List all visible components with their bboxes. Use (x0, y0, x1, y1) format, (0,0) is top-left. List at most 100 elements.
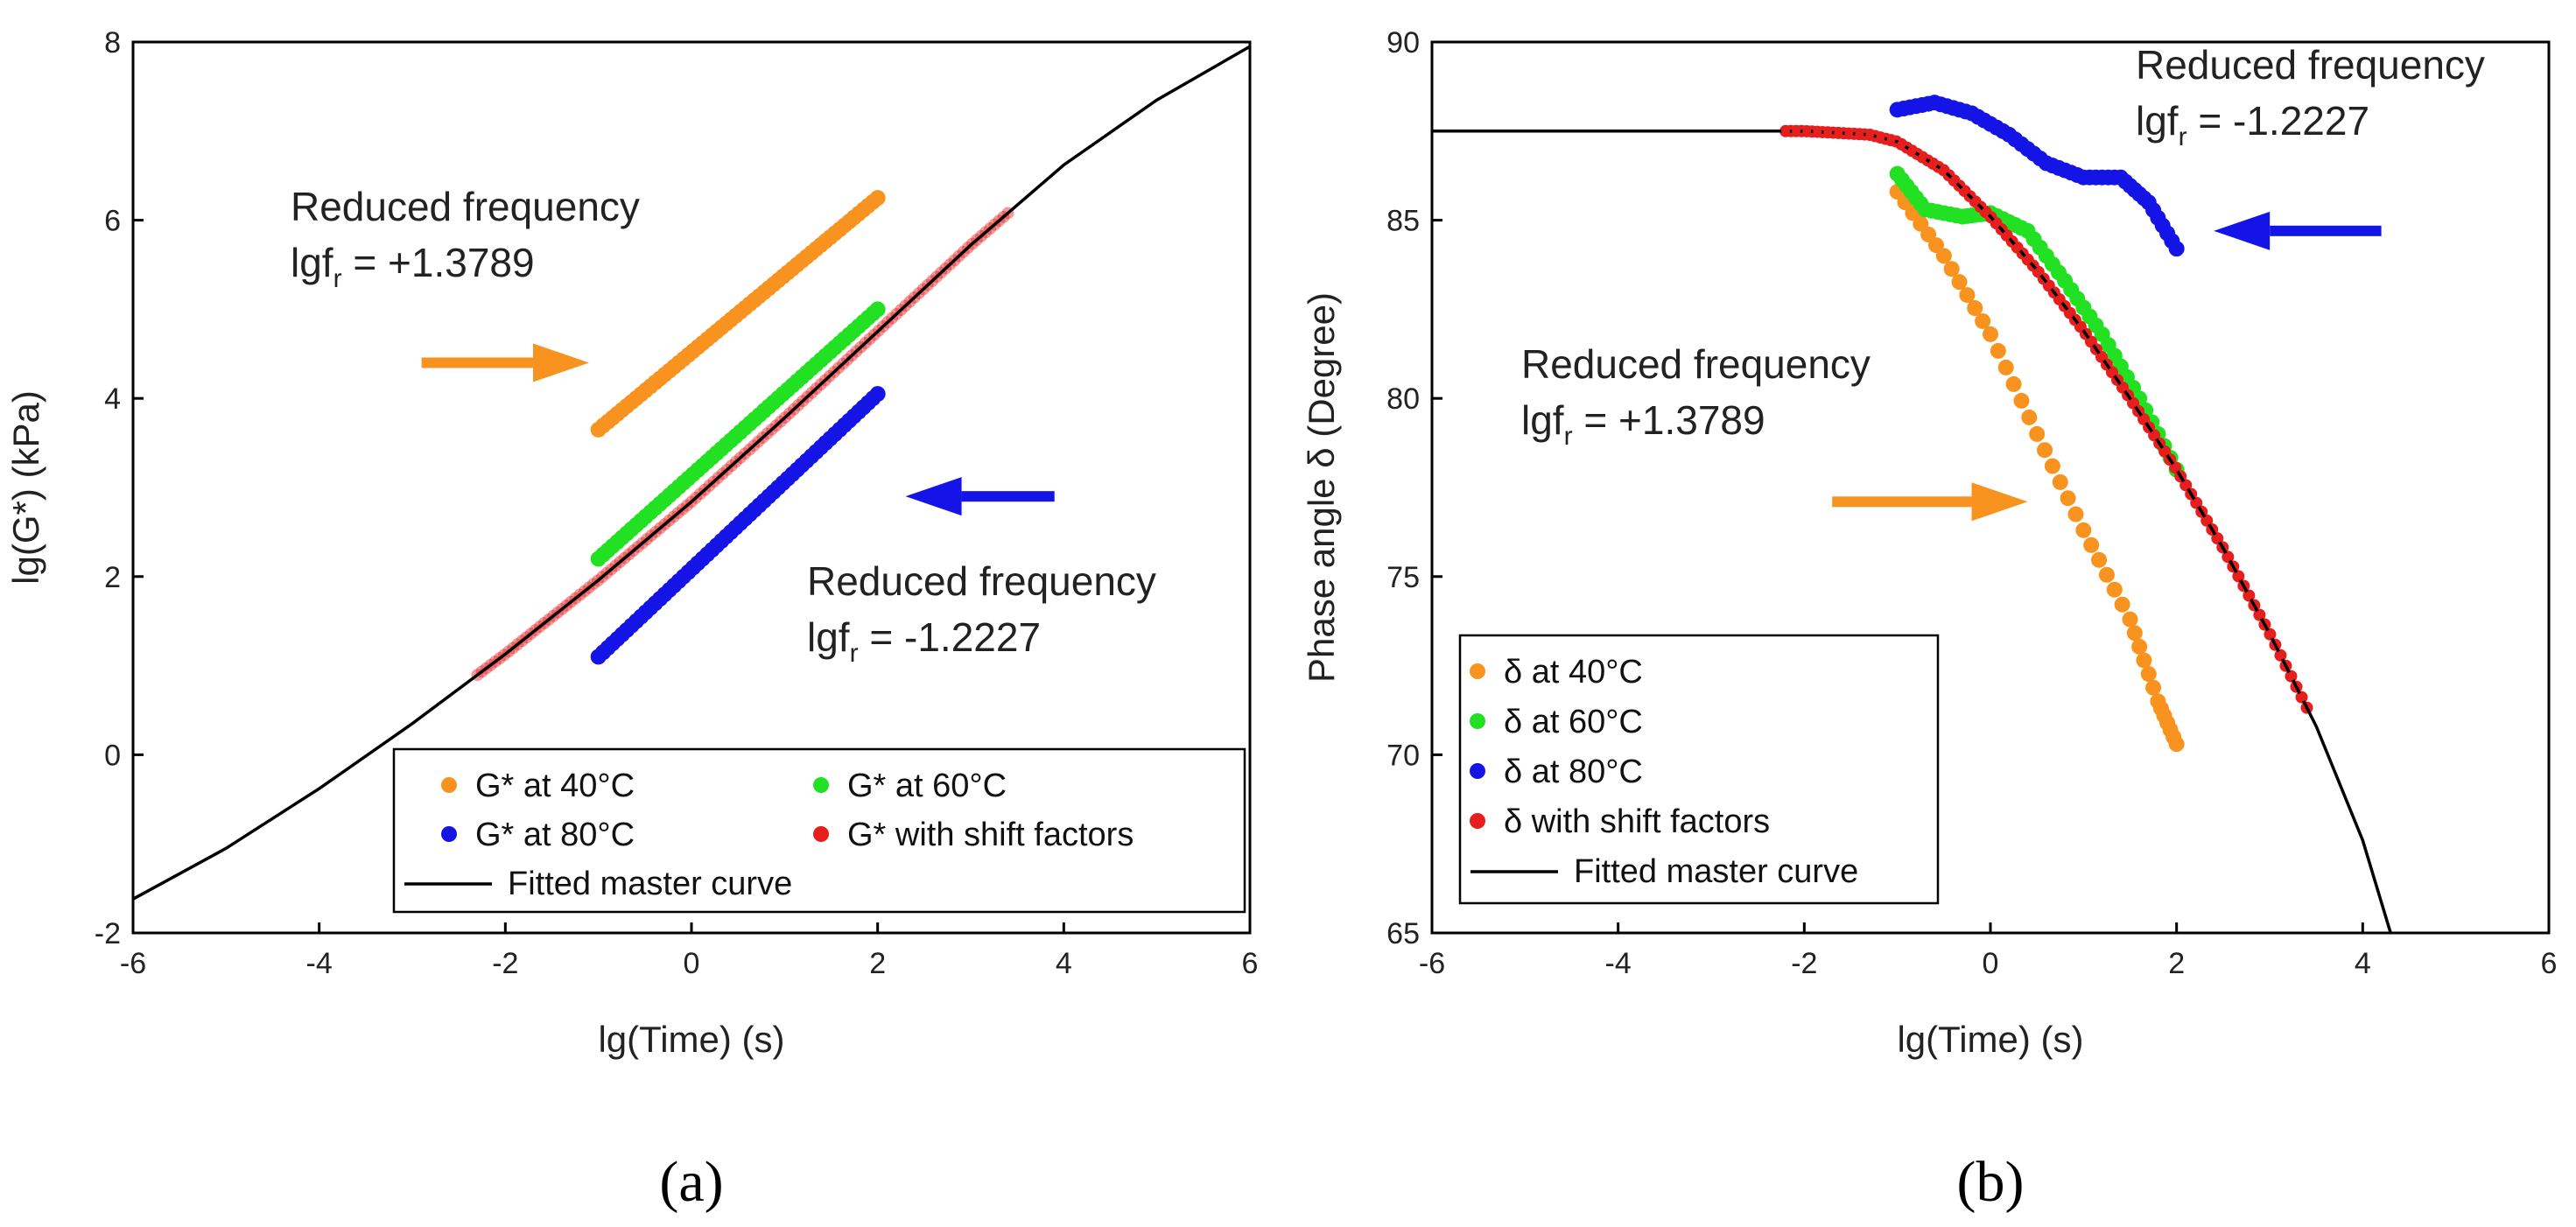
annotation-lgf: lgf (291, 240, 333, 285)
y-tick-label: 90 (1386, 26, 1420, 60)
x-tick-label: 6 (2541, 947, 2558, 980)
data-point (2145, 679, 2162, 696)
data-point (1844, 129, 1854, 138)
data-point (1990, 342, 2006, 359)
x-tick-label: -4 (1605, 947, 1632, 980)
series-red (471, 207, 1014, 682)
legend-label: G* with shift factors (847, 817, 1134, 853)
x-tick-label: 0 (684, 947, 700, 980)
data-point (2012, 242, 2022, 252)
data-point (1960, 186, 1969, 196)
data-point (1949, 176, 1959, 186)
plot-frame (131, 40, 1252, 935)
x-tick-label: -6 (120, 947, 146, 980)
series-orange (590, 190, 886, 438)
data-point (1865, 130, 1875, 140)
data-point (2202, 515, 2212, 525)
data-point (2067, 506, 2084, 522)
x-axis-title: lg(Time) (s) (598, 1019, 784, 1060)
data-point (2126, 625, 2143, 642)
data-point (1935, 248, 1952, 264)
arrow-blue (905, 477, 1055, 516)
data-point (1951, 274, 1968, 291)
series-red-overlay (1781, 126, 2306, 702)
y-tick-label: 6 (104, 205, 121, 238)
data-point (1823, 128, 1833, 137)
data-point (869, 190, 886, 207)
data-point (1983, 326, 1998, 342)
data-point (2171, 463, 2180, 473)
series-red (1779, 124, 2313, 714)
data-point (869, 301, 886, 318)
arrow-shaft (1832, 496, 1972, 508)
plot-frame (1430, 40, 2551, 935)
annotation-number: = +1.3789 (342, 240, 535, 285)
y-tick-label: -2 (95, 917, 121, 950)
data-point (1802, 126, 1812, 136)
data-point (2107, 368, 2116, 377)
legend-marker (813, 826, 829, 842)
legend-marker (441, 777, 457, 793)
data-point (2098, 566, 2115, 583)
data-point (2286, 671, 2296, 681)
series-blue (1889, 95, 2185, 257)
y-tick-label: 4 (104, 382, 121, 416)
data-point (2033, 267, 2043, 277)
data-point (2106, 581, 2123, 598)
series-green (590, 301, 886, 567)
annotation-lgf: lgf (1521, 397, 1564, 443)
legend-marker (813, 777, 829, 793)
legend-label: δ at 80°C (1504, 754, 1643, 790)
data-point (1975, 312, 1991, 329)
y-tick-label: 0 (104, 739, 121, 772)
legend-label: G* at 60°C (847, 768, 1007, 804)
annotation-lgf: lgf (2136, 98, 2179, 144)
y-tick-label: 2 (104, 561, 121, 594)
y-tick-label: 75 (1386, 561, 1420, 594)
data-point (2075, 322, 2085, 332)
x-tick-label: 0 (1983, 947, 1999, 980)
data-point (2044, 281, 2053, 291)
data-point (2091, 551, 2108, 568)
legend-marker (1470, 763, 1485, 779)
data-point (1928, 159, 1938, 169)
data-point (2168, 736, 2185, 753)
y-tick-label: 85 (1386, 205, 1420, 238)
legend-marker (441, 826, 457, 842)
y-tick-label: 8 (104, 26, 121, 60)
data-point (2276, 650, 2285, 660)
data-point (1981, 207, 1990, 217)
data-point (1792, 126, 1801, 136)
panel-label: (a) (659, 1150, 723, 1214)
annotation-title: Reduced frequency (291, 184, 640, 229)
data-point (2118, 382, 2128, 392)
data-point (2013, 392, 2030, 409)
annotation-subscript: r (2179, 123, 2187, 151)
data-point (1813, 127, 1822, 137)
legend-label: G* at 40°C (475, 768, 635, 804)
data-point (2075, 522, 2092, 538)
arrow-head (905, 477, 962, 516)
data-point (2131, 638, 2148, 655)
legend-label: G* at 80°C (475, 817, 635, 853)
data-point (869, 386, 886, 403)
annotation-value: lgfr = +1.3789 (1521, 397, 1765, 451)
x-tick-label: -2 (1791, 947, 1817, 980)
master-curve-line (133, 45, 1250, 901)
data-point (1855, 130, 1864, 139)
data-point (1997, 359, 2014, 375)
data-point (2129, 398, 2138, 408)
annotation-number: = -1.2227 (2187, 98, 2369, 144)
annotation-value: lgfr = -1.2227 (2136, 98, 2369, 151)
y-tick-label: 70 (1386, 739, 1420, 772)
annotation-title: Reduced frequency (2136, 42, 2485, 88)
y-tick-label: 80 (1386, 382, 1420, 416)
legend-label: δ at 60°C (1504, 704, 1643, 740)
legend-marker (1470, 813, 1485, 829)
data-point (1907, 146, 1917, 156)
data-point (1876, 133, 1885, 143)
arrow-head (533, 343, 590, 382)
annotation-number: = +1.3789 (1573, 397, 1765, 443)
data-point (2223, 552, 2233, 562)
